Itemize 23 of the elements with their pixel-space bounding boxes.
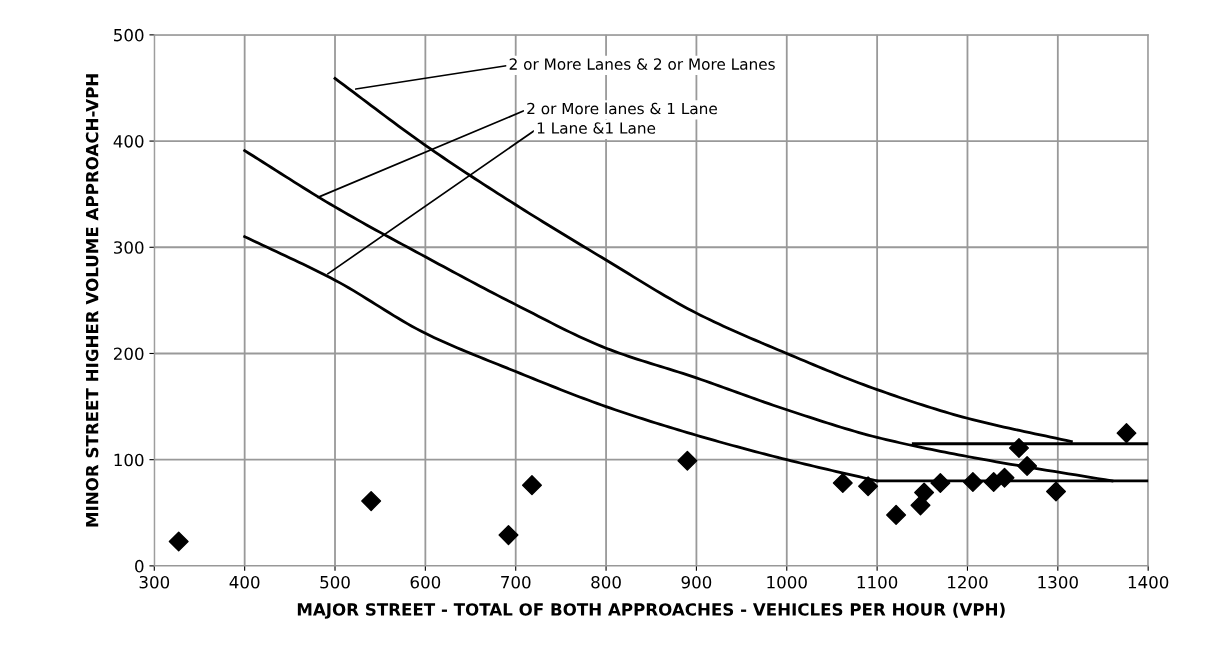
x-tick-label: 400 xyxy=(229,575,260,589)
x-axis-title: MAJOR STREET - TOTAL OF BOTH APPROACHES - VEHICLES PER HOUR (VPH) xyxy=(297,602,1005,619)
x-tick-label: 800 xyxy=(591,575,621,589)
x-tick-label: 600 xyxy=(410,575,441,589)
x-tick-label: 700 xyxy=(501,575,531,589)
y-tick-label: 100 xyxy=(114,453,144,467)
annotation: 1 Lane &1 Lane xyxy=(537,122,656,134)
y-tick-label: 200 xyxy=(113,347,144,361)
x-tick-label: 1400 xyxy=(1128,575,1169,589)
x-tick-label: 300 xyxy=(139,575,170,589)
y-tick-label: 500 xyxy=(114,28,144,42)
x-tick-label: 1200 xyxy=(948,575,988,589)
x-tick-label: 900 xyxy=(681,575,712,589)
y-tick-label: 300 xyxy=(114,241,144,254)
y-tick-label: 400 xyxy=(113,135,144,148)
x-tick-label: 1000 xyxy=(767,575,807,589)
x-tick-label: 1300 xyxy=(1038,575,1078,589)
annotation: 2 or More Lanes & 2 or More Lanes xyxy=(509,58,775,70)
y-axis-title: MINOR STREET HIGHER VOLUME APPROACH-VPH xyxy=(85,74,99,527)
annotation: 2 or More lanes & 1 Lane xyxy=(527,102,717,115)
y-tick-label: 0 xyxy=(135,559,144,573)
x-tick-label: 1100 xyxy=(857,575,898,589)
x-tick-label: 500 xyxy=(320,575,350,589)
